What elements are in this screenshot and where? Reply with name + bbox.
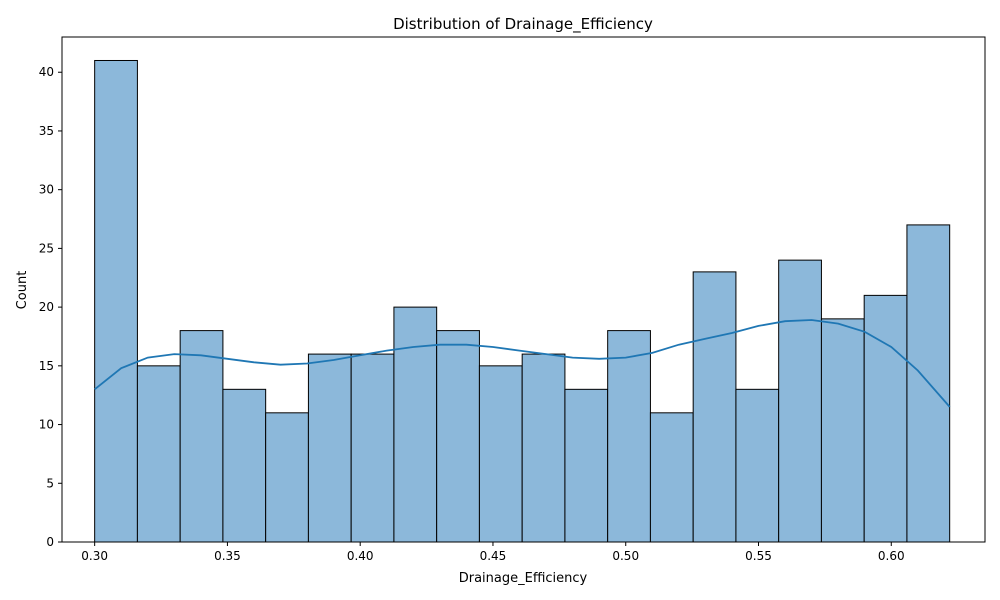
histogram-bar — [265, 412, 309, 543]
plot-frame — [61, 36, 986, 543]
histogram-bar — [478, 365, 523, 543]
y-tick-label: 5 — [46, 476, 54, 490]
y-axis-ticks: 0 5 10 15 20 25 30 35 40 — [39, 65, 62, 549]
histogram-bar — [692, 271, 737, 543]
histogram-bar — [393, 306, 438, 543]
x-tick-label: 0.30 — [81, 549, 108, 563]
histogram-bar — [179, 330, 224, 543]
histogram-bar — [307, 353, 352, 543]
y-tick-label: 0 — [46, 535, 54, 549]
y-tick-label: 40 — [39, 65, 54, 79]
histogram-bar — [136, 365, 181, 543]
histogram-bar — [436, 330, 480, 543]
x-tick-label: 0.55 — [745, 549, 772, 563]
histogram-bar — [521, 353, 566, 543]
histogram-bar — [778, 259, 822, 543]
x-axis-ticks: 0.30 0.35 0.40 0.45 0.50 0.55 0.60 — [81, 542, 905, 563]
histogram-bar — [649, 412, 694, 543]
histogram-bar — [222, 388, 267, 543]
y-tick-label: 15 — [39, 359, 54, 373]
x-axis-label: Drainage_Efficiency — [459, 571, 588, 586]
y-axis-label: Count — [15, 271, 30, 310]
histogram-bar — [350, 353, 395, 543]
histogram-bar — [564, 388, 609, 543]
y-tick-label: 25 — [39, 241, 54, 255]
kde-curve — [94, 319, 951, 408]
x-tick-label: 0.50 — [612, 549, 639, 563]
histogram-bar — [94, 59, 138, 543]
y-tick-label: 30 — [39, 183, 54, 197]
histogram-bar — [735, 388, 780, 543]
x-tick-label: 0.35 — [214, 549, 241, 563]
histogram-bar — [607, 330, 651, 543]
y-tick-label: 10 — [39, 418, 54, 432]
y-tick-label: 35 — [39, 124, 54, 138]
x-tick-label: 0.60 — [878, 549, 905, 563]
histogram-bar — [863, 294, 908, 543]
bars-group — [94, 59, 951, 543]
x-tick-label: 0.40 — [347, 549, 374, 563]
histogram-bar — [820, 318, 865, 543]
x-tick-label: 0.45 — [480, 549, 507, 563]
y-tick-label: 20 — [39, 300, 54, 314]
chart-title: Distribution of Drainage_Efficiency — [393, 15, 653, 34]
